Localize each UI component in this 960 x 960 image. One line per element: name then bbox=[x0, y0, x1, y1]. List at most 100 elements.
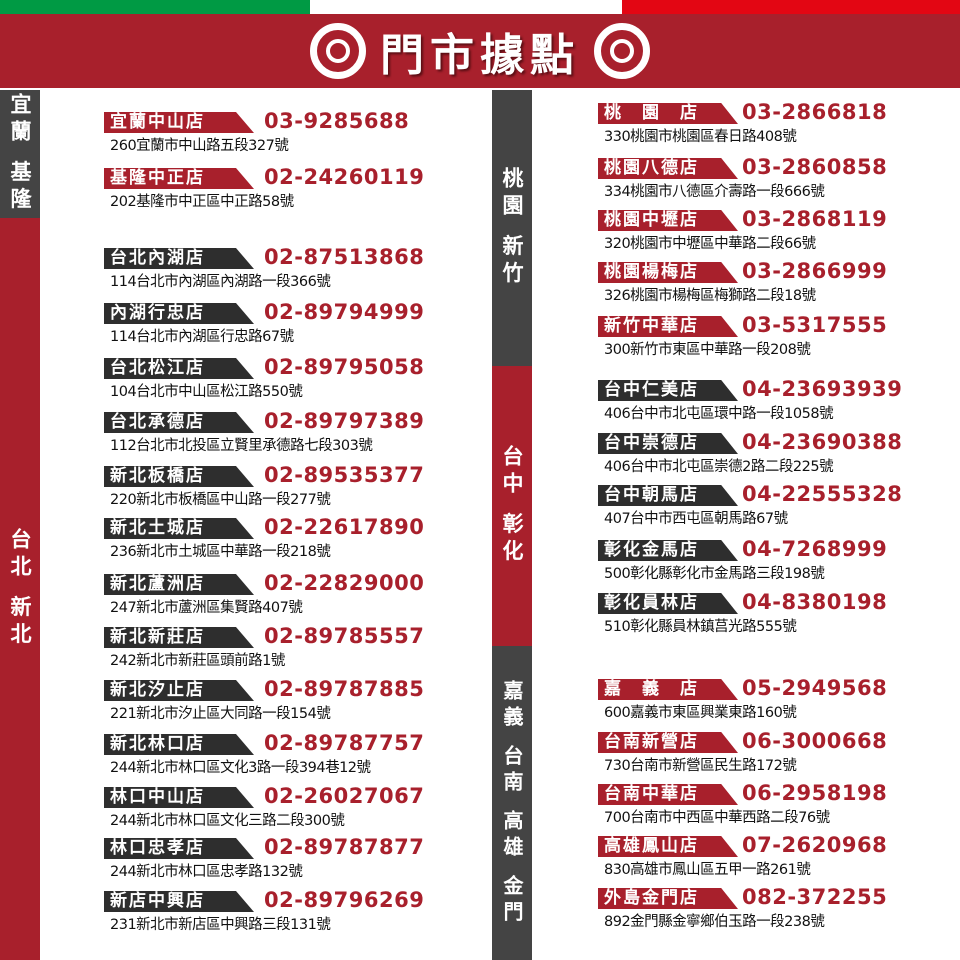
flag-stripe-white bbox=[310, 0, 622, 14]
store-address: 114台北市內湖區內湖路一段366號 bbox=[110, 274, 331, 290]
store-entry: 台中崇德店 04-23690388 406台中市北屯區崇德2路二段225號 bbox=[598, 430, 960, 479]
store-entry: 林口中山店 02-26027067 244新北市林口區文化三路二段300號 bbox=[104, 784, 504, 833]
tire-icon bbox=[594, 23, 650, 79]
store-name-label: 台北承德店 bbox=[104, 412, 254, 433]
store-phone: 082-372255 bbox=[742, 885, 888, 909]
store-entry: 桃 園 店 03-2866818 330桃園市桃園區春日路408號 bbox=[598, 100, 960, 149]
page-title: 門市據點 bbox=[380, 30, 580, 81]
store-name-label: 台北松江店 bbox=[104, 358, 254, 379]
store-address: 247新北市蘆洲區集賢路407號 bbox=[110, 600, 303, 616]
store-phone: 03-2866818 bbox=[742, 100, 888, 124]
store-phone: 02-89787757 bbox=[264, 731, 425, 755]
store-name-label: 桃園楊梅店 bbox=[598, 262, 738, 283]
region-yilan-keelung: 宜蘭 基隆 bbox=[0, 90, 40, 218]
store-address: 700台南市中西區中華西路二段76號 bbox=[604, 810, 830, 826]
store-name-label: 新北蘆洲店 bbox=[104, 574, 254, 595]
store-name-label: 外島金門店 bbox=[598, 888, 738, 909]
store-phone: 03-2868119 bbox=[742, 207, 888, 231]
store-name-label: 林口中山店 bbox=[104, 787, 254, 808]
store-phone: 04-8380198 bbox=[742, 590, 888, 614]
store-address: 892金門縣金寧鄉伯玉路一段238號 bbox=[604, 914, 825, 930]
store-name-label: 台中崇德店 bbox=[598, 433, 738, 454]
store-name-label: 嘉 義 店 bbox=[598, 679, 738, 700]
store-address: 260宜蘭市中山路五段327號 bbox=[110, 138, 289, 154]
store-address: 220新北市板橋區中山路一段277號 bbox=[110, 492, 331, 508]
tire-icon bbox=[310, 23, 366, 79]
store-name-label: 桃園中壢店 bbox=[598, 210, 738, 231]
store-name-label: 宜蘭中山店 bbox=[104, 112, 254, 133]
store-address: 510彰化縣員林鎮莒光路555號 bbox=[604, 619, 797, 635]
store-phone: 02-89796269 bbox=[264, 888, 425, 912]
store-address: 244新北市林口區忠孝路132號 bbox=[110, 864, 303, 880]
store-entry: 嘉 義 店 05-2949568 600嘉義市東區興業東路160號 bbox=[598, 676, 960, 725]
store-address: 114台北市內湖區行忠路67號 bbox=[110, 329, 294, 345]
store-entry: 桃園中壢店 03-2868119 320桃園市中壢區中華路二段66號 bbox=[598, 207, 960, 256]
store-name-label: 林口忠孝店 bbox=[104, 838, 254, 859]
store-name-label: 台南中華店 bbox=[598, 784, 738, 805]
store-entry: 台中仁美店 04-23693939 406台中市北屯區環中路一段1058號 bbox=[598, 377, 960, 426]
store-entry: 台中朝馬店 04-22555328 407台中市西屯區朝馬路67號 bbox=[598, 482, 960, 531]
store-entry: 新北新莊店 02-89785557 242新北市新莊區頭前路1號 bbox=[104, 624, 504, 673]
store-name-label: 台中仁美店 bbox=[598, 380, 738, 401]
store-entry: 台南中華店 06-2958198 700台南市中西區中華西路二段76號 bbox=[598, 781, 960, 830]
store-address: 221新北市汐止區大同路一段154號 bbox=[110, 706, 331, 722]
store-phone: 02-89785557 bbox=[264, 624, 425, 648]
store-entry: 新北林口店 02-89787757 244新北市林口區文化3路一段394巷12號 bbox=[104, 731, 504, 780]
store-address: 600嘉義市東區興業東路160號 bbox=[604, 705, 797, 721]
store-name-label: 新北土城店 bbox=[104, 518, 254, 539]
store-phone: 02-22829000 bbox=[264, 571, 425, 595]
store-entry: 彰化金馬店 04-7268999 500彰化縣彰化市金馬路三段198號 bbox=[598, 537, 960, 586]
store-address: 244新北市林口區文化3路一段394巷12號 bbox=[110, 760, 371, 776]
flag-stripe-red bbox=[622, 0, 960, 14]
store-phone: 06-3000668 bbox=[742, 729, 888, 753]
store-entry: 彰化員林店 04-8380198 510彰化縣員林鎮莒光路555號 bbox=[598, 590, 960, 639]
store-entry: 外島金門店 082-372255 892金門縣金寧鄉伯玉路一段238號 bbox=[598, 885, 960, 934]
store-phone: 02-89787877 bbox=[264, 835, 425, 859]
store-name-label: 內湖行忠店 bbox=[104, 303, 254, 324]
store-phone: 02-24260119 bbox=[264, 165, 425, 189]
store-entry: 新店中興店 02-89796269 231新北市新店區中興路三段131號 bbox=[104, 888, 504, 937]
store-entry: 新竹中華店 03-5317555 300新竹市東區中華路一段208號 bbox=[598, 313, 960, 362]
store-phone: 02-89794999 bbox=[264, 300, 425, 324]
store-name-label: 新店中興店 bbox=[104, 891, 254, 912]
store-address: 104台北市中山區松江路550號 bbox=[110, 384, 303, 400]
store-entry: 台北松江店 02-89795058 104台北市中山區松江路550號 bbox=[104, 355, 504, 404]
store-address: 112台北市北投區立賢里承德路七段303號 bbox=[110, 438, 373, 454]
store-entry: 台南新營店 06-3000668 730台南市新營區民生路172號 bbox=[598, 729, 960, 778]
store-phone: 04-7268999 bbox=[742, 537, 888, 561]
header-banner: 門市據點 bbox=[0, 14, 960, 88]
store-address: 406台中市北屯區環中路一段1058號 bbox=[604, 406, 834, 422]
store-phone: 03-5317555 bbox=[742, 313, 888, 337]
store-entry: 高雄鳳山店 07-2620968 830高雄市鳳山區五甲一路261號 bbox=[598, 833, 960, 882]
flag-stripe-green bbox=[0, 0, 310, 14]
store-phone: 04-22555328 bbox=[742, 482, 903, 506]
store-address: 830高雄市鳳山區五甲一路261號 bbox=[604, 862, 811, 878]
store-phone: 05-2949568 bbox=[742, 676, 888, 700]
store-address: 330桃園市桃園區春日路408號 bbox=[604, 129, 797, 145]
store-phone: 02-89797389 bbox=[264, 409, 425, 433]
store-name-label: 桃園八德店 bbox=[598, 158, 738, 179]
store-entry: 桃園楊梅店 03-2866999 326桃園市楊梅區梅獅路二段18號 bbox=[598, 259, 960, 308]
store-entry: 基隆中正店 02-24260119 202基隆市中正區中正路58號 bbox=[104, 165, 504, 214]
store-entry: 宜蘭中山店 03-9285688 260宜蘭市中山路五段327號 bbox=[104, 109, 504, 158]
region-taipei-newtaipei: 台北 新北 bbox=[0, 218, 40, 960]
store-address: 407台中市西屯區朝馬路67號 bbox=[604, 511, 788, 527]
store-phone: 02-89535377 bbox=[264, 463, 425, 487]
store-name-label: 基隆中正店 bbox=[104, 168, 254, 189]
store-address: 236新北市土城區中華路一段218號 bbox=[110, 544, 331, 560]
store-entry: 林口忠孝店 02-89787877 244新北市林口區忠孝路132號 bbox=[104, 835, 504, 884]
store-phone: 04-23690388 bbox=[742, 430, 903, 454]
store-phone: 02-89787885 bbox=[264, 677, 425, 701]
store-address: 202基隆市中正區中正路58號 bbox=[110, 194, 294, 210]
region-south-kinmen: 嘉義 台南 高雄 金門 bbox=[492, 646, 532, 960]
store-name-label: 彰化金馬店 bbox=[598, 540, 738, 561]
store-entry: 新北蘆洲店 02-22829000 247新北市蘆洲區集賢路407號 bbox=[104, 571, 504, 620]
store-entry: 台北內湖店 02-87513868 114台北市內湖區內湖路一段366號 bbox=[104, 245, 504, 294]
store-phone: 02-22617890 bbox=[264, 515, 425, 539]
store-address: 320桃園市中壢區中華路二段66號 bbox=[604, 236, 816, 252]
store-phone: 02-26027067 bbox=[264, 784, 425, 808]
store-phone: 07-2620968 bbox=[742, 833, 888, 857]
store-phone: 02-89795058 bbox=[264, 355, 425, 379]
store-entry: 新北土城店 02-22617890 236新北市土城區中華路一段218號 bbox=[104, 515, 504, 564]
store-entry: 台北承德店 02-89797389 112台北市北投區立賢里承德路七段303號 bbox=[104, 409, 504, 458]
